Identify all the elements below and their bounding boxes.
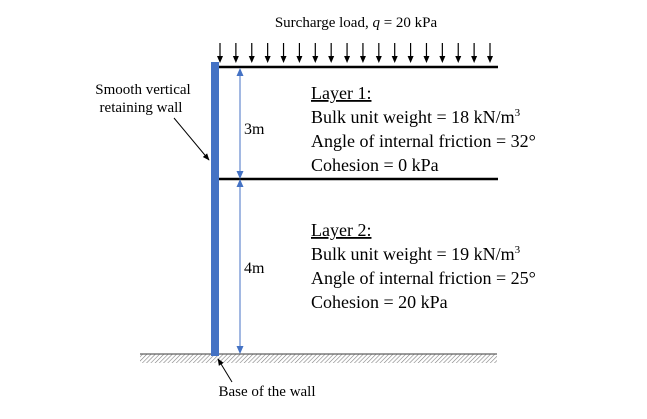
surcharge-arrow-head [407, 56, 414, 63]
dimension-arrowhead [236, 68, 244, 76]
layer1-properties: Layer 1: Bulk unit weight = 18 kN/m3 Ang… [311, 83, 536, 175]
surcharge-arrow-head [455, 56, 462, 63]
surcharge-arrow-head [344, 56, 351, 63]
surcharge-arrow-head [375, 56, 382, 63]
layer2-unit-weight: Bulk unit weight = 19 kN/m3 [311, 244, 521, 264]
surcharge-arrows [217, 43, 493, 63]
layer1-cohesion: Cohesion = 0 kPa [311, 155, 439, 175]
base-ground-hatch [140, 354, 497, 363]
dimension-arrowhead [236, 171, 244, 179]
retaining-wall [211, 62, 219, 356]
dimension-arrowhead [236, 346, 244, 354]
dimension-label-lower: 4m [244, 260, 265, 277]
layer2-title: Layer 2: [311, 220, 371, 240]
wall-label-line1: Smooth vertical [95, 82, 190, 98]
surcharge-arrow-head [328, 56, 335, 63]
surcharge-arrow-head [264, 56, 271, 63]
surcharge-arrow-head [439, 56, 446, 63]
surcharge-arrow-head [248, 56, 255, 63]
surcharge-arrow-head [312, 56, 319, 63]
dimension-arrowhead [236, 179, 244, 187]
layer2-properties: Layer 2: Bulk unit weight = 19 kN/m3 Ang… [311, 220, 536, 312]
surcharge-arrow-head [296, 56, 303, 63]
surcharge-label: Surcharge load, q = 20 kPa [275, 15, 438, 31]
surcharge-arrow-head [232, 56, 239, 63]
dimension-label-upper: 3m [244, 121, 265, 138]
dimension-lines [236, 68, 244, 354]
layer1-unit-weight: Bulk unit weight = 18 kN/m3 [311, 107, 521, 127]
surcharge-arrow-head [391, 56, 398, 63]
wall-label-line2: retaining wall [100, 100, 183, 116]
layer1-title: Layer 1: [311, 83, 371, 103]
base-label-pointer [217, 358, 233, 383]
base-label: Base of the wall [218, 384, 315, 400]
surcharge-arrow-head [280, 56, 287, 63]
surcharge-arrow-head [471, 56, 478, 63]
wall-label-pointer [173, 117, 210, 161]
layer2-friction-angle: Angle of internal friction = 25° [311, 268, 536, 288]
layer1-friction-angle: Angle of internal friction = 32° [311, 131, 536, 151]
surcharge-arrow-head [359, 56, 366, 63]
surcharge-arrow-head [423, 56, 430, 63]
surcharge-arrow-head [217, 56, 223, 63]
layer2-cohesion: Cohesion = 20 kPa [311, 292, 448, 312]
surcharge-arrow-head [487, 56, 493, 63]
